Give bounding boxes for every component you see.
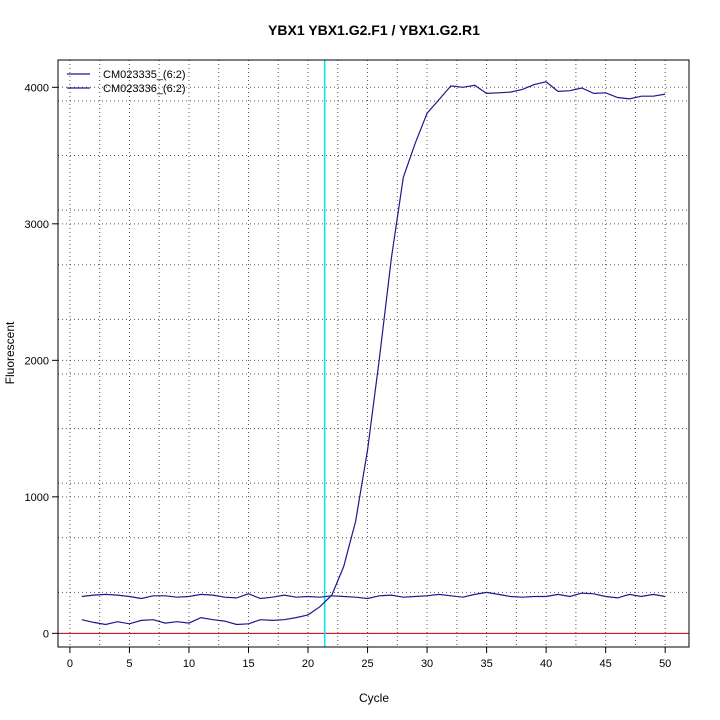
chart-title: YBX1 YBX1.G2.F1 / YBX1.G2.R1 [268,22,480,38]
x-tick-label: 40 [540,658,552,670]
x-tick-label: 10 [183,658,195,670]
y-tick-label: 0 [43,628,49,640]
y-axis-label: Fluorescent [3,321,17,384]
x-tick-label: 0 [67,658,73,670]
y-tick-label: 2000 [25,355,49,367]
series-lines [81,81,666,626]
x-axis: 0 5 10 15 20 25 30 35 40 45 50 [67,647,671,670]
y-tick-label: 3000 [25,219,49,231]
x-tick-label: 25 [361,658,373,670]
legend-label-1: CM023335_(6:2) [103,69,186,81]
legend-label-2: CM023336_(6:2) [103,83,186,95]
reference-lines [58,60,689,647]
y-tick-label: 1000 [25,492,49,504]
series-line-1 [81,81,666,626]
x-tick-label: 15 [242,658,254,670]
series-line-2 [81,591,666,600]
x-tick-label: 30 [421,658,433,670]
legend: CM023335_(6:2) CM023336_(6:2) [67,69,186,95]
y-tick-label: 4000 [25,82,49,94]
x-tick-label: 35 [480,658,492,670]
grid [58,60,689,647]
x-tick-label: 50 [659,658,671,670]
x-tick-label: 20 [302,658,314,670]
x-tick-label: 5 [126,658,132,670]
y-axis: 0 1000 2000 3000 4000 [25,82,58,640]
x-axis-label: Cycle [359,691,389,705]
plot-frame [57,59,690,648]
x-tick-label: 45 [600,658,612,670]
